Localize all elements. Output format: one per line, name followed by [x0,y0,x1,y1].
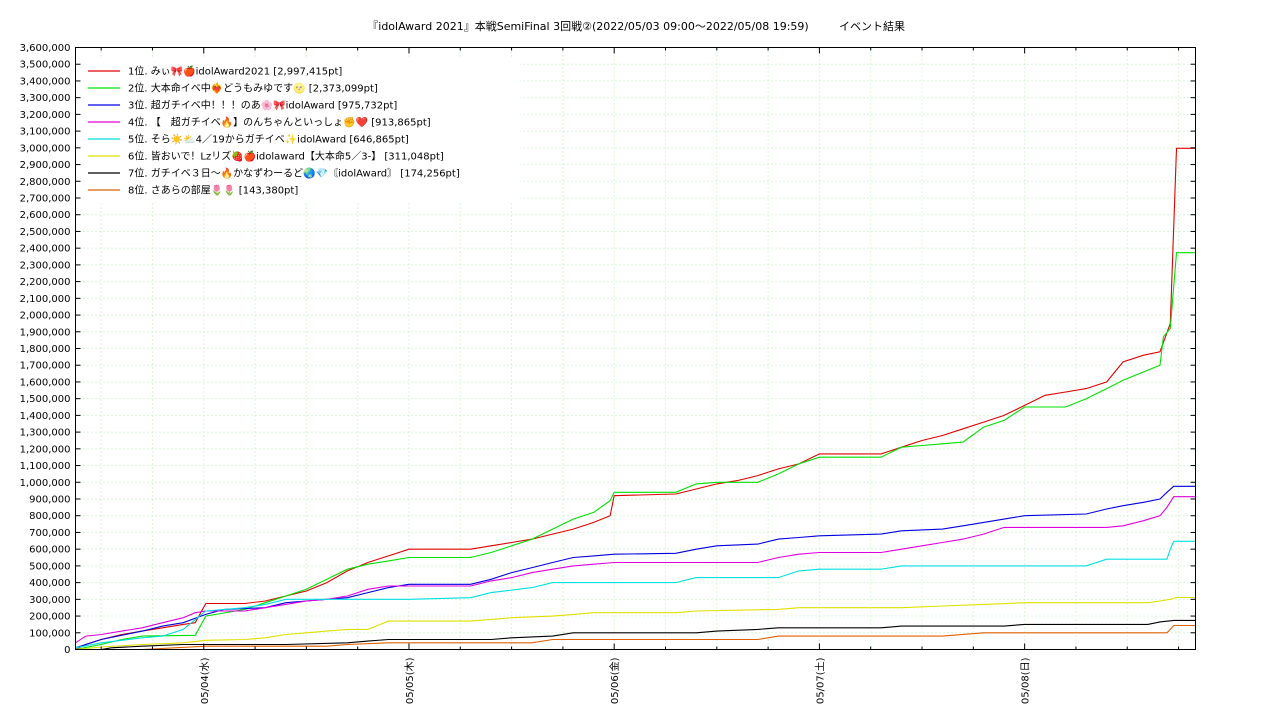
y-tick-label: 400,000 [29,578,70,589]
y-tick-label: 100,000 [29,628,70,639]
y-tick-label: 2,200,000 [20,277,71,288]
x-tick-label: 05/04(水) [199,657,211,704]
y-tick-label: 3,600,000 [20,43,71,54]
legend-label-5: 5位. そら☀️⛅4／19からガチイベ✨idolAward [646,865pt… [128,133,409,146]
y-tick-label: 600,000 [29,545,70,556]
y-tick-label: 2,000,000 [20,311,71,322]
y-tick-label: 2,300,000 [20,260,71,271]
y-tick-label: 2,500,000 [20,227,71,238]
legend-label-3: 3位. 超ガチイベ中！！！のあ🌸🎀idolAward [975,732pt] [128,99,397,112]
y-tick-label: 2,400,000 [20,244,71,255]
y-tick-label: 1,300,000 [20,428,71,439]
x-tick-label: 05/07(土) [813,657,826,704]
y-tick-label: 3,300,000 [20,93,71,104]
series-layer [75,147,1196,651]
chart-subtitle: イベント結果 [839,19,905,33]
series-line-3 [75,485,1196,649]
legend-label-4: 4位. 【 超ガチイベ🔥】のんちゃんといっしょ✊❤️ [913,865pt] [128,116,431,129]
x-tick-label: 05/06(金) [608,657,621,704]
y-tick-label: 3,100,000 [20,127,71,138]
y-tick-label: 200,000 [29,612,70,623]
legend-label-8: 8位. さあらの部屋🌷🌷 [143,380pt] [128,184,298,197]
y-tick-label: 3,000,000 [20,143,71,154]
legend-label-6: 6位. 皆おいで！Lzリズ🍓🍎idolaward【大本命5／3-】 [311,0… [128,150,444,163]
y-tick-label: 2,100,000 [20,294,71,305]
y-tick-label: 2,900,000 [20,160,71,171]
legend: 1位. みぃ🎀🍎idolAward2021 [2,997,415pt] 2位. 大… [88,65,460,197]
y-tick-label: 1,900,000 [20,327,71,338]
chart-title: 『idolAward 2021』本戦SemiFinal 3回戦②(2022/05… [367,19,808,33]
y-tick-label: 2,800,000 [20,177,71,188]
y-tick-label: 900,000 [29,495,70,506]
series-line-8 [75,624,1196,651]
y-tick-label: 3,200,000 [20,110,71,121]
y-tick-label: 0 [64,645,70,656]
x-tick-label: 05/08(日) [1021,657,1032,704]
y-tick-label: 1,700,000 [20,361,71,372]
y-tick-label: 1,500,000 [20,394,71,405]
y-tick-label: 1,100,000 [20,461,71,472]
x-axis: 05/04(水) 05/05(木) 05/06(金) 05/07(土) 05/08(日) [100,47,1180,704]
series-line-4 [75,496,1196,644]
y-tick-label: 3,500,000 [20,60,71,71]
legend-background [80,58,520,203]
series-line-2 [75,252,1196,651]
series-line-1 [75,147,1196,650]
y-tick-label: 500,000 [29,561,70,572]
y-tick-label: 800,000 [29,511,70,522]
legend-label-7: 7位. ガチイベ３日〜🔥かなずわーるど🌏💎〘idolAward〙 [174,25… [128,167,460,180]
legend-label-2: 2位. 大本命イベ中❤️‍🔥どうもみゆです🌝 [2,373,099pt] [128,82,378,95]
y-axis: 0 100,000 200,000 300,000 400,000 500,000 600,… [20,43,1196,656]
y-tick-label: 1,400,000 [20,411,71,422]
y-tick-label: 2,700,000 [20,194,71,205]
y-tick-label: 3,400,000 [20,76,71,87]
y-tick-label: 1,800,000 [20,344,71,355]
series-line-6 [75,596,1196,651]
legend-label-1: 1位. みぃ🎀🍎idolAward2021 [2,997,415pt] [128,65,342,78]
y-tick-label: 1,600,000 [20,377,71,388]
y-tick-label: 1,000,000 [20,478,71,489]
y-tick-label: 2,600,000 [20,210,71,221]
x-tick-label: 05/05(木) [404,657,416,704]
series-line-5 [75,540,1196,649]
series-line-7 [75,619,1196,651]
y-tick-label: 300,000 [29,595,70,606]
y-tick-label: 700,000 [29,528,70,539]
y-tick-label: 1,200,000 [20,444,71,455]
